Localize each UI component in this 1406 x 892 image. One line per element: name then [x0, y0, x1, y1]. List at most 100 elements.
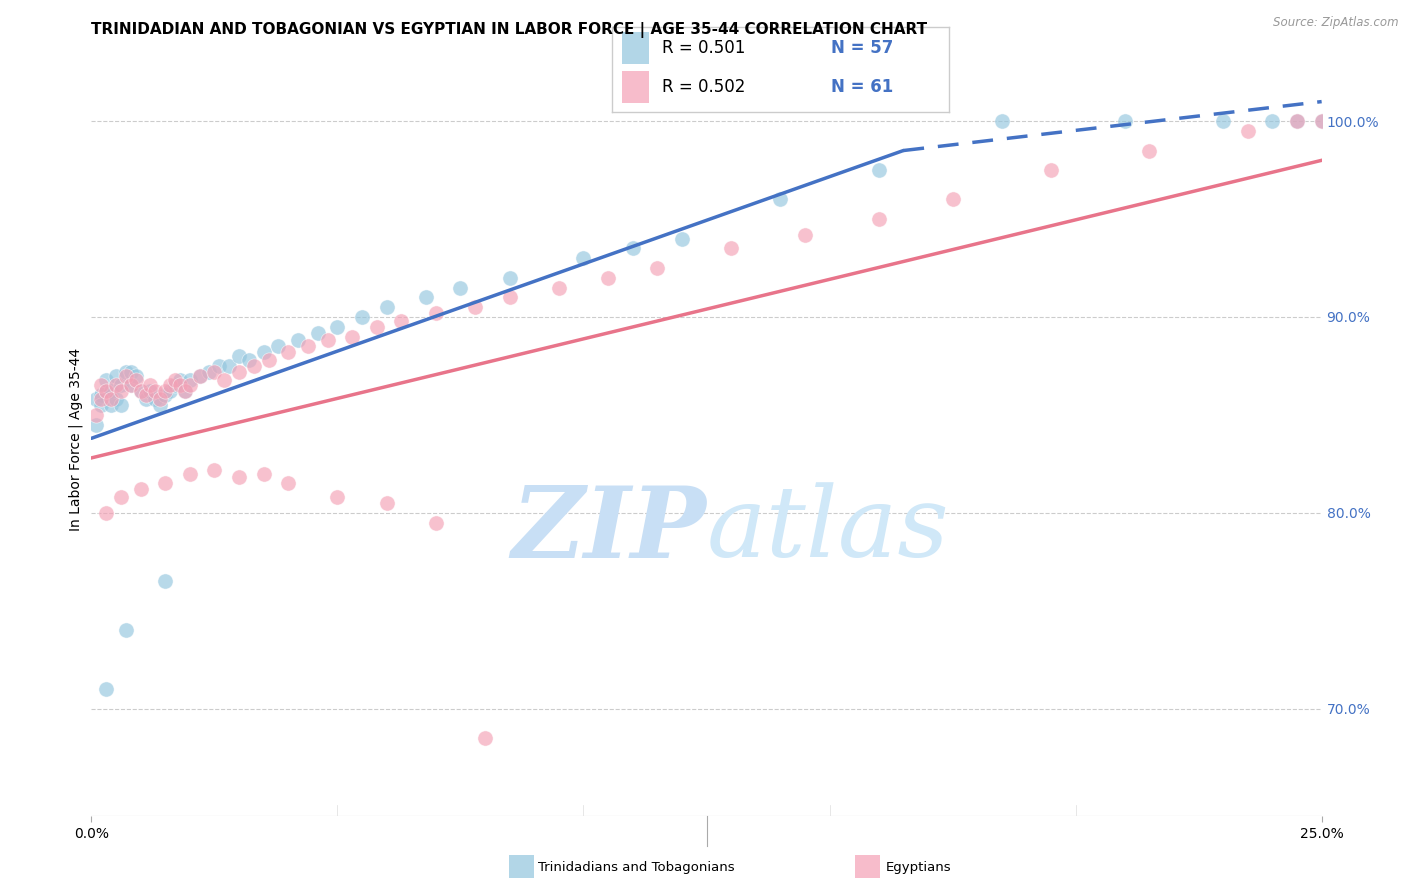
Point [139, 384, 162, 399]
Bar [621, 70, 648, 103]
Point [120, 365, 142, 379]
Point [238, 353, 260, 368]
Point [153, 476, 177, 491]
Point [96, 384, 117, 399]
Point [105, 368, 127, 383]
Point [110, 490, 132, 504]
Point [474, 731, 496, 745]
Point [96, 506, 117, 520]
Point [90, 392, 112, 407]
Text: TRINIDADIAN AND TOBAGONIAN VS EGYPTIAN IN LABOR FORCE | AGE 35-44 CORRELATION CH: TRINIDADIAN AND TOBAGONIAN VS EGYPTIAN I… [91, 22, 928, 38]
Point [90, 378, 112, 392]
Point [145, 392, 166, 407]
Point [110, 398, 132, 412]
Point [169, 378, 191, 392]
Point [307, 326, 329, 340]
Point [153, 384, 177, 399]
Point [389, 314, 413, 328]
Point [105, 378, 127, 392]
Point [340, 329, 363, 343]
Point [179, 373, 201, 387]
Point [163, 373, 186, 387]
Point [110, 378, 132, 392]
Point [129, 482, 152, 496]
Point [179, 467, 201, 481]
Text: ZIP: ZIP [512, 482, 706, 578]
Point [1285, 114, 1308, 128]
Text: Trinidadians and Tobagonians: Trinidadians and Tobagonians [538, 861, 735, 873]
Point [1039, 163, 1063, 178]
Point [100, 392, 122, 407]
Point [498, 270, 520, 285]
Point [326, 490, 349, 504]
Point [1261, 114, 1284, 128]
Point [242, 359, 264, 373]
Point [188, 368, 211, 383]
Point [366, 319, 388, 334]
Point [1212, 114, 1234, 128]
Point [498, 290, 520, 304]
Point [90, 398, 112, 412]
Point [86, 392, 108, 407]
Point [153, 574, 177, 589]
Point [267, 339, 290, 353]
Point [114, 365, 138, 379]
Point [352, 310, 374, 324]
Point [228, 365, 250, 379]
Point [135, 392, 156, 407]
Point [425, 516, 447, 530]
Point [253, 467, 276, 481]
Point [671, 232, 693, 246]
Bar [621, 32, 648, 64]
Point [464, 300, 486, 314]
Text: N = 57: N = 57 [831, 39, 893, 57]
Point [198, 365, 221, 379]
Text: atlas: atlas [706, 482, 949, 577]
Point [621, 242, 644, 256]
Point [159, 384, 181, 399]
Point [124, 368, 146, 383]
Point [179, 378, 201, 392]
Point [174, 384, 197, 399]
Point [145, 384, 166, 399]
Point [149, 392, 172, 407]
Point [86, 417, 108, 432]
Point [297, 339, 319, 353]
Point [316, 334, 339, 348]
Point [169, 373, 191, 387]
Point [287, 334, 309, 348]
Text: R = 0.501: R = 0.501 [662, 39, 745, 57]
Point [720, 242, 742, 256]
Point [941, 193, 963, 207]
Point [202, 463, 225, 477]
Point [547, 280, 569, 294]
Point [174, 384, 197, 399]
Text: Egyptians: Egyptians [886, 861, 952, 873]
Point [645, 260, 669, 275]
Point [1237, 124, 1260, 138]
Point [139, 378, 162, 392]
Point [159, 378, 181, 392]
Point [868, 163, 890, 178]
Point [1310, 114, 1333, 128]
Point [793, 227, 815, 242]
Point [253, 345, 276, 359]
Point [153, 388, 177, 402]
Point [1285, 114, 1308, 128]
Point [1114, 114, 1136, 128]
Point [375, 300, 398, 314]
Point [96, 384, 117, 399]
Text: N = 61: N = 61 [831, 78, 893, 96]
Point [277, 345, 299, 359]
Point [415, 290, 437, 304]
Point [129, 384, 152, 399]
Point [218, 359, 240, 373]
Point [90, 388, 112, 402]
Point [425, 306, 447, 320]
Point [277, 476, 299, 491]
Point [868, 212, 890, 227]
Point [228, 470, 250, 484]
Point [212, 373, 235, 387]
Text: R = 0.502: R = 0.502 [662, 78, 745, 96]
Point [208, 359, 231, 373]
